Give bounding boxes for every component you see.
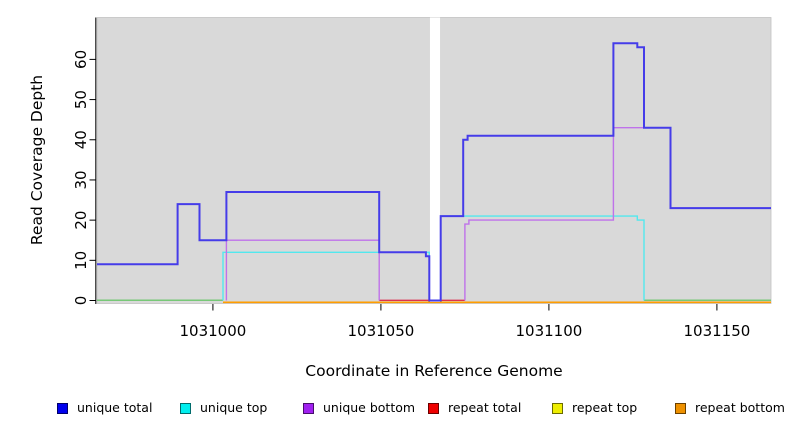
x-tick-label: 1031100 xyxy=(516,322,583,340)
y-tick-label: 60 xyxy=(72,50,90,69)
legend-swatch-unique-top xyxy=(180,402,191,414)
legend-swatch-repeat-total xyxy=(428,402,439,414)
legend-item-repeat-top: repeat top xyxy=(552,399,637,417)
legend: unique total unique top unique bottom re… xyxy=(0,399,792,421)
legend-swatch-unique-total xyxy=(57,402,68,414)
series-unique-total xyxy=(97,42,771,302)
coverage-gap-band xyxy=(429,17,441,302)
y-tick-label: 40 xyxy=(72,130,90,149)
y-tick-label: 0 xyxy=(72,296,90,306)
x-tick-label: 1031050 xyxy=(348,322,415,340)
legend-item-repeat-total: repeat total xyxy=(428,399,521,417)
legend-label: unique bottom xyxy=(323,400,416,415)
y-axis-title: Read Coverage Depth xyxy=(28,74,46,246)
legend-item-unique-bottom: unique bottom xyxy=(303,399,415,417)
legend-label: unique top xyxy=(200,400,268,415)
legend-swatch-unique-bottom xyxy=(303,402,314,414)
legend-item-unique-top: unique top xyxy=(180,399,267,417)
x-axis-title: Coordinate in Reference Genome xyxy=(305,362,563,380)
series-unique-bottom-left-block- xyxy=(225,239,380,301)
legend-swatch-repeat-bottom xyxy=(675,402,686,414)
legend-item-repeat-bottom: repeat bottom xyxy=(675,399,785,417)
legend-label: unique total xyxy=(77,400,153,415)
y-tick-label: 50 xyxy=(72,90,90,109)
y-tick-label: 10 xyxy=(72,251,90,270)
legend-item-unique-total: unique total xyxy=(57,399,152,417)
x-tick-label: 1031150 xyxy=(683,322,750,340)
x-tick-label: 1031000 xyxy=(180,322,247,340)
legend-label: repeat top xyxy=(572,400,638,415)
legend-swatch-repeat-top xyxy=(552,402,563,414)
y-tick-label: 20 xyxy=(72,211,90,230)
y-tick-label: 30 xyxy=(72,170,90,189)
legend-label: repeat total xyxy=(448,400,522,415)
legend-label: repeat bottom xyxy=(695,400,785,415)
